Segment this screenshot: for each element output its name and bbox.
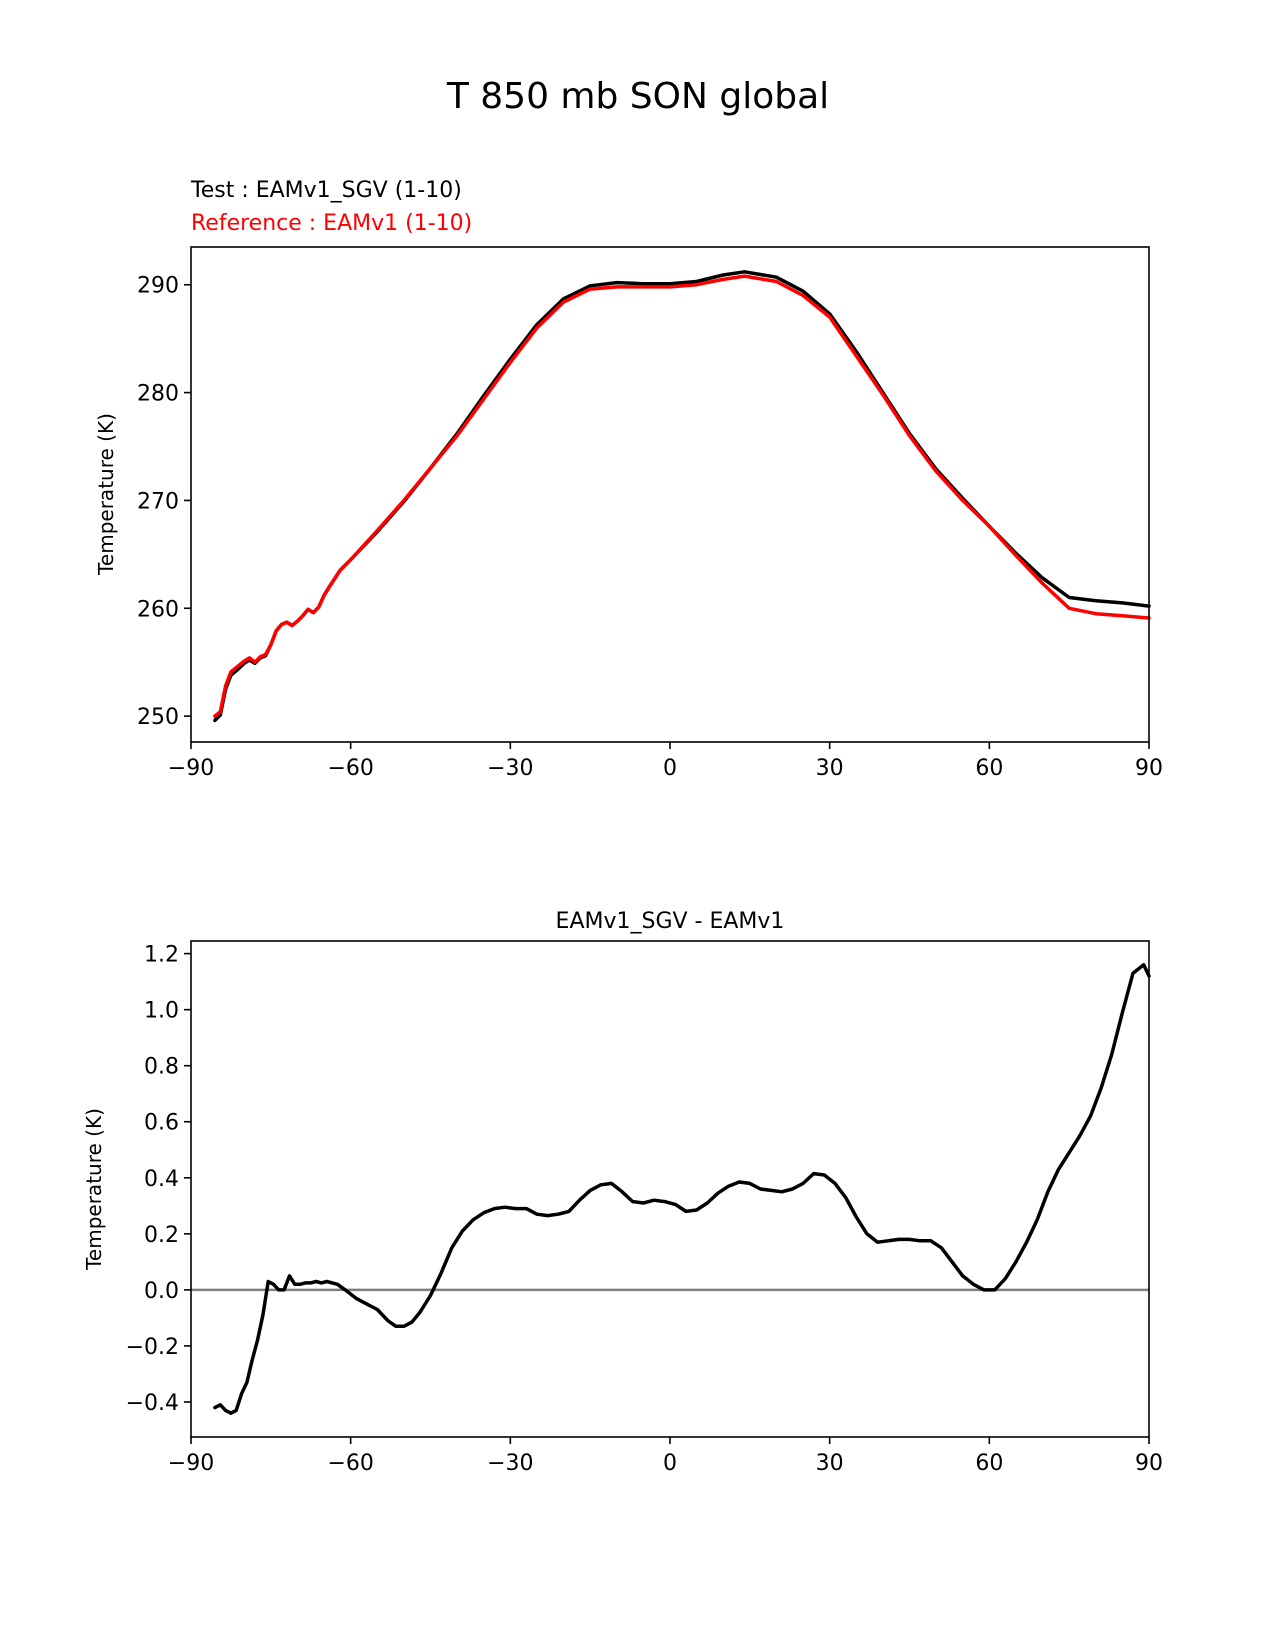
diff-series-eamv1-sgv-eamv1 — [213, 963, 1151, 1415]
diff-y-tick-label: −0.4 — [126, 1391, 179, 1416]
figure-title: T 850 mb SON global — [446, 76, 829, 117]
top-y-tick-label: 290 — [137, 274, 179, 299]
top-x-tick-label: 0 — [663, 756, 677, 781]
top-x-tick-label: 30 — [816, 756, 844, 781]
top-y-tick-label: 280 — [137, 382, 179, 407]
diff-chart-title: EAMv1_SGV - EAMv1 — [556, 909, 785, 934]
diff-x-tick-label: 0 — [663, 1451, 677, 1476]
diff-x-tick-label: −30 — [487, 1451, 533, 1476]
diff-y-tick-label: 1.0 — [144, 999, 179, 1024]
top-y-tick-label: 270 — [137, 489, 179, 514]
diff-y-tick-label: 0.6 — [144, 1111, 179, 1136]
legend-test-label: Test : EAMv1_SGV (1-10) — [190, 178, 462, 203]
top-y-tick-label: 260 — [137, 597, 179, 622]
diff-x-tick-label: −60 — [327, 1451, 373, 1476]
diff-y-tick-label: −0.2 — [126, 1335, 179, 1360]
top-x-tick-label: 60 — [975, 756, 1003, 781]
top-series-reference-eamv1-1-10 — [213, 274, 1151, 718]
diff-x-tick-label: 60 — [975, 1451, 1003, 1476]
diff-y-tick-label: 0.2 — [144, 1223, 179, 1248]
top-x-tick-label: −60 — [327, 756, 373, 781]
top-y-axis-label: Temperature (K) — [94, 413, 118, 576]
diff-x-tick-label: −90 — [168, 1451, 214, 1476]
diff-x-tick-label: 90 — [1135, 1451, 1163, 1476]
diff-y-tick-label: 0.8 — [144, 1055, 179, 1080]
top-x-tick-label: 90 — [1135, 756, 1163, 781]
diff-x-tick-label: 30 — [816, 1451, 844, 1476]
diff-y-tick-label: 0.0 — [144, 1279, 179, 1304]
diff-y-axis-label: Temperature (K) — [82, 1108, 106, 1271]
top-y-tick-label: 250 — [137, 705, 179, 730]
diff-y-tick-label: 0.4 — [144, 1167, 179, 1192]
diff-y-tick-label: 1.2 — [144, 943, 179, 968]
top-x-tick-label: −30 — [487, 756, 533, 781]
difference-chart: −90 −60 −30 0 30 60 90 −0.4 −0.2 0.0 0.2 0.4 0.6 0.8 1… — [82, 940, 1163, 1476]
top-chart: −90 −60 −30 0 30 60 90 250 260 270 280 290 Temperatu… — [94, 246, 1163, 781]
top-x-tick-label: −90 — [168, 756, 214, 781]
legend-reference-label: Reference : EAMv1 (1-10) — [191, 211, 472, 236]
